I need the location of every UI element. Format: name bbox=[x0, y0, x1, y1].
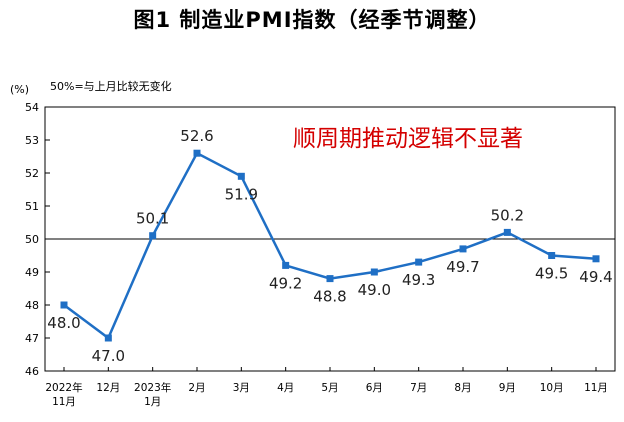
x-tick-label: 2月 bbox=[188, 382, 205, 394]
data-point bbox=[370, 268, 378, 276]
x-tick-label: 7月 bbox=[410, 382, 427, 394]
data-labels: 48.0 47.0 50.1 52.6 51.9 49.2 48.8 49.0 49.3 49.7… bbox=[47, 127, 612, 365]
x-axis: 2022年 11月 12月 2023年 1月 2月 3月 4月 5月 6月 7月 8月 9月 10月 11月 bbox=[45, 367, 608, 408]
x-tick-label: 6月 bbox=[366, 382, 383, 394]
x-tick-label: 11月 bbox=[584, 382, 608, 394]
x-tick-label: 1月 bbox=[144, 396, 161, 408]
data-point bbox=[459, 245, 467, 253]
y-tick-label: 52 bbox=[25, 167, 39, 180]
data-label: 49.0 bbox=[358, 281, 391, 299]
x-tick-label: 2022年 bbox=[45, 381, 82, 394]
y-tick-label: 46 bbox=[25, 365, 39, 378]
y-tick-label: 50 bbox=[25, 233, 39, 246]
data-point bbox=[237, 172, 245, 180]
data-label: 49.4 bbox=[579, 268, 612, 286]
chart-annotation: 顺周期推动逻辑不显著 bbox=[293, 126, 523, 152]
data-label: 49.5 bbox=[535, 265, 568, 283]
y-tick-label: 49 bbox=[25, 266, 39, 279]
x-tick-label: 9月 bbox=[499, 382, 516, 394]
data-point bbox=[104, 334, 112, 342]
data-label: 49.7 bbox=[446, 258, 479, 276]
x-tick-label: 12月 bbox=[96, 382, 120, 394]
data-label: 48.8 bbox=[313, 288, 346, 306]
data-label: 51.9 bbox=[225, 185, 258, 203]
y-tick-label: 53 bbox=[25, 134, 39, 147]
data-label: 49.3 bbox=[402, 271, 435, 289]
data-label: 47.0 bbox=[92, 347, 125, 365]
data-label: 50.1 bbox=[136, 210, 169, 228]
data-points bbox=[60, 149, 600, 342]
x-tick-label: 3月 bbox=[233, 382, 250, 394]
y-tick-label: 48 bbox=[25, 299, 39, 312]
x-tick-label: 11月 bbox=[52, 396, 76, 408]
data-point bbox=[415, 258, 423, 266]
data-label: 48.0 bbox=[47, 314, 80, 332]
data-point bbox=[503, 228, 511, 236]
data-point bbox=[326, 275, 334, 283]
data-point bbox=[548, 252, 556, 259]
pmi-series-line bbox=[63, 151, 597, 340]
data-label: 49.2 bbox=[269, 274, 302, 292]
data-point bbox=[193, 149, 201, 157]
reference-note: 50%=与上月比较无变化 bbox=[50, 79, 172, 93]
data-point bbox=[60, 301, 68, 309]
y-axis: 46 47 48 49 50 51 52 53 54 bbox=[25, 101, 50, 378]
data-label: 50.2 bbox=[491, 206, 524, 224]
y-tick-label: 51 bbox=[25, 200, 39, 213]
y-tick-label: 54 bbox=[25, 101, 39, 114]
y-tick-label: 47 bbox=[25, 332, 39, 345]
data-point bbox=[282, 261, 290, 269]
x-tick-label: 5月 bbox=[321, 382, 338, 394]
data-point bbox=[149, 232, 157, 240]
x-tick-label: 8月 bbox=[454, 382, 471, 394]
x-tick-label: 10月 bbox=[540, 382, 564, 394]
y-unit-label: (%) bbox=[10, 83, 29, 96]
x-tick-label: 4月 bbox=[277, 382, 294, 394]
data-point bbox=[592, 255, 600, 263]
x-tick-label: 2023年 bbox=[134, 381, 171, 394]
data-label: 52.6 bbox=[180, 127, 213, 145]
chart-title: 图1 制造业PMI指数（经季节调整） bbox=[133, 8, 491, 32]
